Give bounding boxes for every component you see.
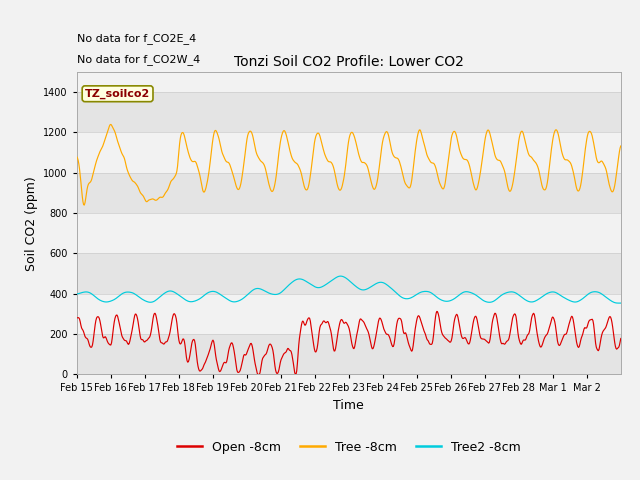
Text: No data for f_CO2E_4: No data for f_CO2E_4 <box>77 33 196 44</box>
X-axis label: Time: Time <box>333 399 364 412</box>
Title: Tonzi Soil CO2 Profile: Lower CO2: Tonzi Soil CO2 Profile: Lower CO2 <box>234 56 464 70</box>
Bar <box>77 92 621 132</box>
Bar <box>77 173 621 213</box>
Text: TZ_soilco2: TZ_soilco2 <box>85 89 150 99</box>
Legend: Open -8cm, Tree -8cm, Tree2 -8cm: Open -8cm, Tree -8cm, Tree2 -8cm <box>172 436 525 459</box>
Bar <box>77 334 621 374</box>
Bar <box>77 253 621 294</box>
Y-axis label: Soil CO2 (ppm): Soil CO2 (ppm) <box>24 176 38 271</box>
Text: No data for f_CO2W_4: No data for f_CO2W_4 <box>77 54 200 65</box>
